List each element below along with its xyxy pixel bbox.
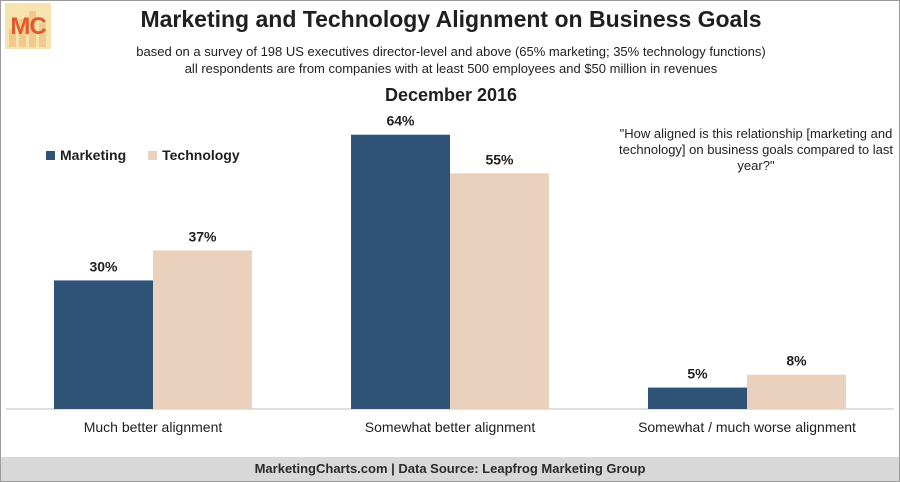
bar-marketing-0 bbox=[54, 280, 153, 409]
data-label-marketing-1: 64% bbox=[386, 113, 415, 129]
survey-question: "How aligned is this relationship [marke… bbox=[619, 126, 893, 173]
data-label-technology-0: 37% bbox=[188, 228, 217, 244]
category-label-2: Somewhat / much worse alignment bbox=[638, 419, 856, 435]
bar-chart: 30% 37% Much better alignment 64% 55% Somewha… bbox=[6, 113, 894, 435]
data-label-technology-2: 8% bbox=[786, 353, 807, 369]
bar-technology-2 bbox=[747, 374, 846, 409]
chart-footer: MarketingCharts.com | Data Source: Leapf… bbox=[1, 457, 899, 481]
legend-swatch-technology bbox=[148, 150, 158, 160]
legend-item-marketing: Marketing bbox=[46, 147, 126, 163]
chart-subtitle-2: all respondents are from companies with … bbox=[184, 61, 718, 76]
chart-legend: Marketing Technology bbox=[46, 147, 262, 163]
bar-marketing-1 bbox=[351, 134, 450, 409]
category-label-1: Somewhat better alignment bbox=[365, 419, 536, 435]
chart-subtitle-1: based on a survey of 198 US executives d… bbox=[136, 44, 766, 59]
logo-text: MC bbox=[10, 13, 46, 40]
chart-date: December 2016 bbox=[384, 85, 518, 105]
data-label-technology-1: 55% bbox=[485, 151, 514, 167]
legend-label-marketing: Marketing bbox=[60, 147, 127, 163]
marketingcharts-logo: MC bbox=[5, 3, 51, 49]
legend-item-technology: Technology bbox=[148, 147, 240, 163]
legend-swatch-marketing bbox=[46, 150, 55, 160]
data-label-marketing-2: 5% bbox=[687, 366, 708, 382]
legend-label-technology: Technology bbox=[162, 147, 240, 163]
data-label-marketing-0: 30% bbox=[89, 258, 118, 274]
logo-bars-icon bbox=[5, 3, 51, 49]
chart-title: Marketing and Technology Alignment on Bu… bbox=[140, 6, 762, 32]
bar-technology-1 bbox=[450, 173, 549, 409]
bar-technology-0 bbox=[153, 250, 252, 409]
category-label-0: Much better alignment bbox=[84, 419, 223, 435]
bar-marketing-2 bbox=[648, 387, 747, 409]
